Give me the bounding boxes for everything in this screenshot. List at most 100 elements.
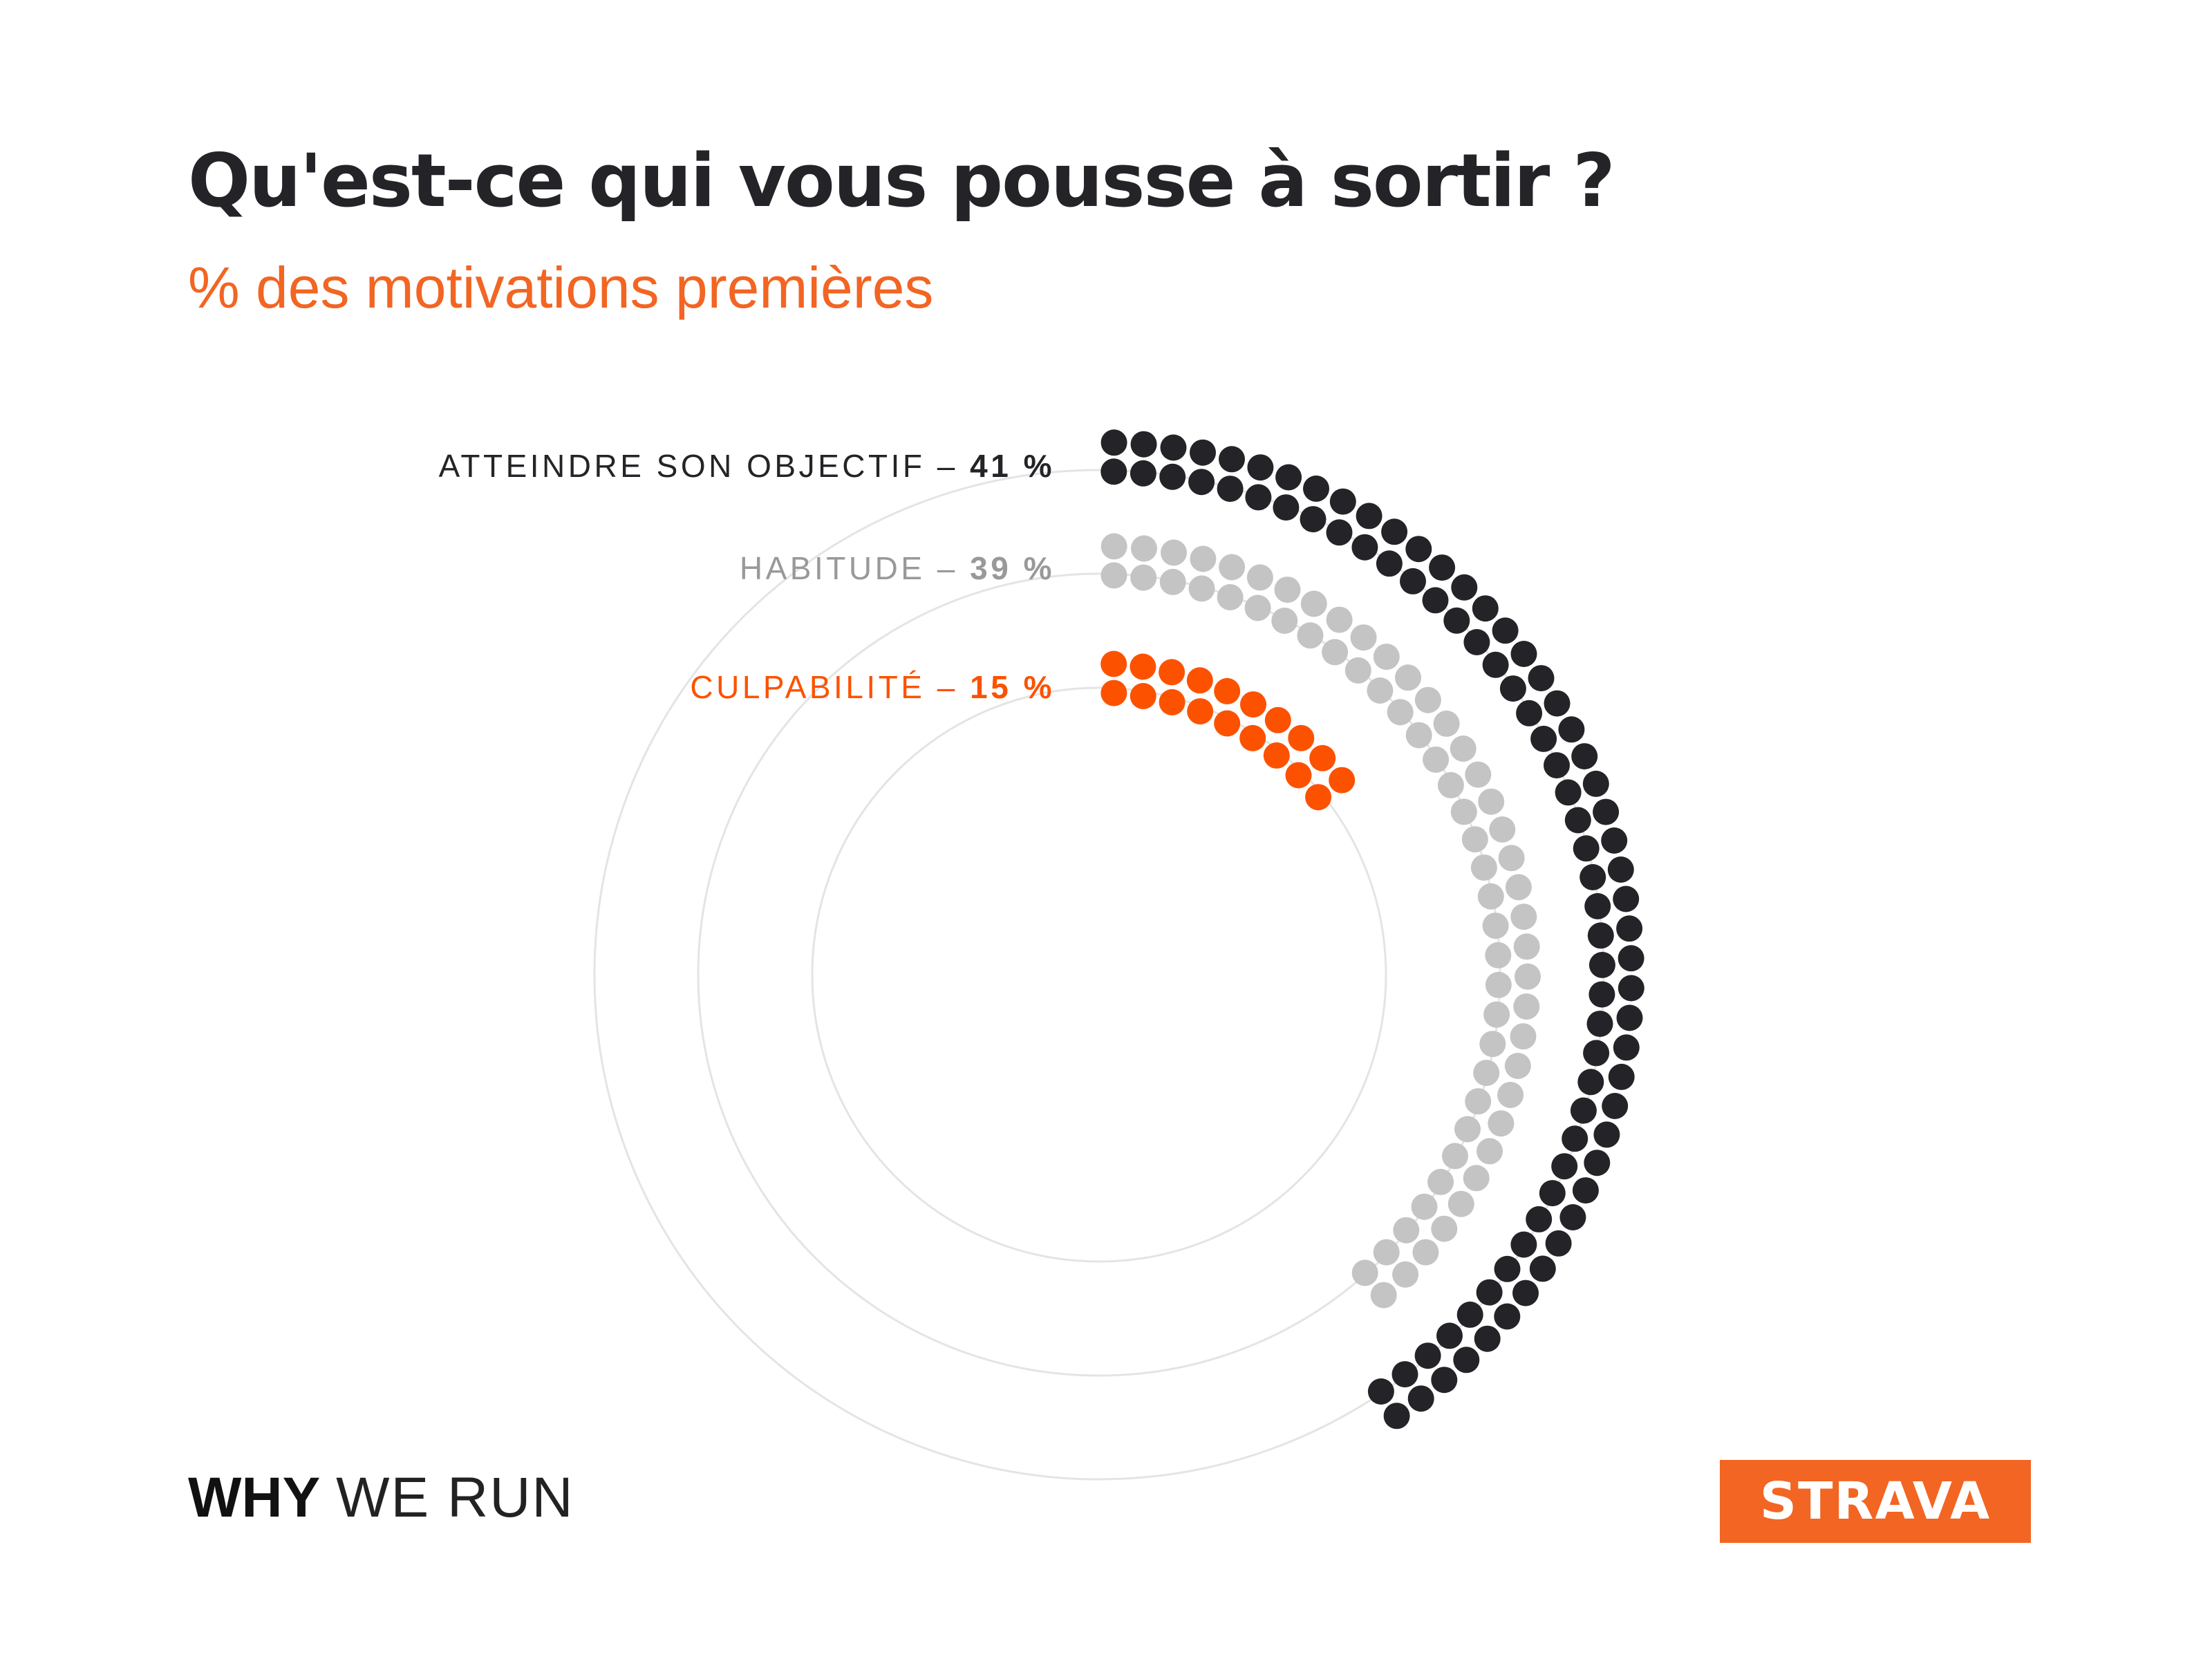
dot-series-1-row-1-23	[1479, 1031, 1506, 1058]
dot-series-0-row-0-12	[1429, 554, 1456, 581]
dot-series-1-row-1-11	[1387, 699, 1414, 726]
dot-series-0-row-1-19	[1544, 752, 1570, 779]
dot-series-1-row-0-1	[1131, 535, 1157, 562]
dot-series-0-row-0-9	[1356, 503, 1382, 529]
dot-series-0-row-0-21	[1582, 770, 1609, 797]
dot-series-2-row-1-0	[1100, 679, 1127, 706]
dot-series-2-row-0-1	[1130, 653, 1156, 680]
dot-series-2-row-0-3	[1186, 667, 1213, 694]
dot-series-0-row-1-39	[1456, 1301, 1483, 1328]
dot-series-1-row-0-13	[1433, 710, 1460, 737]
dot-series-1-row-0-25	[1504, 1053, 1531, 1079]
dot-series-0-row-1-37	[1494, 1255, 1521, 1282]
dot-series-0-row-0-45	[1383, 1403, 1410, 1430]
dot-series-1-row-1-27	[1442, 1143, 1468, 1170]
dot-series-1-row-0-32	[1412, 1239, 1439, 1266]
dot-series-0-row-1-9	[1351, 534, 1378, 561]
dot-series-1-row-1-13	[1423, 746, 1450, 773]
dot-series-0-row-0-1	[1130, 431, 1157, 458]
dot-series-1-row-0-31	[1431, 1215, 1458, 1242]
dot-series-0-row-1-12	[1422, 587, 1449, 614]
dot-series-1-row-1-18	[1477, 883, 1504, 910]
dot-series-0-row-0-30	[1613, 1034, 1640, 1061]
dot-series-2-row-1-8	[1305, 784, 1332, 811]
dot-series-1-row-1-0	[1100, 562, 1127, 589]
chart-subtitle: % des motivations premières	[188, 255, 934, 320]
dot-series-1-row-0-30	[1447, 1190, 1474, 1217]
chart-title: Qu'est-ce qui vous pousse à sortir ?	[188, 138, 1615, 223]
dot-series-2-row-0-4	[1214, 677, 1241, 704]
dot-series-2-row-1-7	[1285, 762, 1312, 789]
dot-series-0-row-0-16	[1510, 641, 1537, 667]
dot-series-0-row-0-19	[1558, 716, 1585, 743]
dot-series-0-row-1-10	[1376, 550, 1403, 577]
dot-series-1-row-0-5	[1246, 564, 1273, 591]
dot-series-1-row-1-30	[1393, 1217, 1420, 1244]
dot-series-0-row-0-10	[1381, 518, 1408, 545]
dot-series-0-row-1-43	[1367, 1378, 1394, 1405]
dot-series-2-row-1-4	[1214, 710, 1241, 737]
dot-series-0-row-0-32	[1602, 1093, 1629, 1119]
dot-series-1-row-0-34	[1370, 1282, 1397, 1309]
dot-series-1-row-0-17	[1489, 816, 1516, 843]
dot-series-2-row-1-2	[1159, 688, 1185, 715]
dot-series-2-row-1-3	[1187, 698, 1214, 725]
dot-series-1-row-1-8	[1322, 639, 1349, 666]
series-habitude	[1100, 533, 1541, 1309]
guide-ring-2	[811, 686, 1387, 1263]
dot-series-0-row-1-14	[1463, 629, 1490, 655]
dot-series-0-row-0-26	[1616, 915, 1643, 942]
dot-series-1-row-1-3	[1188, 575, 1215, 602]
dot-series-0-row-1-21	[1564, 807, 1591, 834]
dot-series-0-row-0-29	[1616, 1004, 1643, 1031]
dot-series-1-row-1-5	[1244, 594, 1271, 621]
dot-series-0-row-0-14	[1472, 595, 1499, 622]
dot-series-0-row-0-41	[1474, 1325, 1501, 1352]
dot-series-2-row-0-0	[1100, 650, 1127, 677]
dot-series-0-row-1-29	[1583, 1040, 1610, 1067]
dot-series-0-row-1-36	[1510, 1231, 1537, 1258]
dot-series-1-row-0-3	[1190, 545, 1217, 572]
dot-series-1-row-1-31	[1373, 1239, 1400, 1266]
dot-series-1-row-1-17	[1470, 854, 1497, 881]
dot-series-1-row-0-19	[1505, 874, 1532, 901]
dot-series-2-row-1-1	[1130, 683, 1156, 709]
dot-series-0-row-1-28	[1586, 1011, 1613, 1038]
dot-series-1-row-1-2	[1159, 568, 1186, 595]
dot-series-0-row-0-35	[1572, 1177, 1599, 1204]
dot-series-0-row-1-27	[1588, 981, 1615, 1008]
dot-series-1-row-0-27	[1488, 1110, 1515, 1137]
dot-series-0-row-0-23	[1601, 827, 1628, 854]
dot-series-0-row-1-40	[1436, 1322, 1463, 1349]
dot-series-0-row-0-22	[1593, 798, 1620, 825]
dot-series-1-row-0-9	[1350, 624, 1377, 651]
dot-series-0-row-1-13	[1443, 607, 1470, 634]
dot-series-1-row-1-20	[1485, 941, 1512, 968]
dot-series-0-row-0-15	[1492, 617, 1519, 644]
dot-series-0-row-1-8	[1326, 519, 1353, 546]
dot-series-1-row-0-18	[1498, 845, 1525, 872]
dot-series-0-row-0-24	[1607, 856, 1634, 883]
dot-series-0-row-0-42	[1453, 1347, 1480, 1374]
series-label-habitude: HABITUDE – 39 %	[740, 550, 1055, 586]
why-we-run-wordmark: WHY WE RUN	[188, 1465, 574, 1530]
dot-series-0-row-1-35	[1526, 1206, 1553, 1232]
dot-series-0-row-1-38	[1476, 1279, 1503, 1306]
dot-series-0-row-1-22	[1573, 835, 1600, 862]
dot-series-0-row-1-2	[1159, 463, 1186, 490]
dot-series-1-row-0-4	[1219, 554, 1246, 581]
dot-series-0-row-0-34	[1584, 1150, 1611, 1177]
dot-series-1-row-1-1	[1130, 564, 1157, 591]
dot-series-0-row-0-3	[1190, 439, 1216, 466]
series-label-culpabilite: CULPABILITÉ – 15 %	[690, 669, 1055, 705]
dot-series-0-row-0-44	[1407, 1385, 1434, 1412]
dot-series-1-row-0-2	[1161, 539, 1187, 566]
dot-series-0-row-1-15	[1482, 651, 1509, 678]
dot-series-0-row-1-3	[1188, 469, 1215, 496]
dot-series-1-row-1-16	[1461, 826, 1488, 853]
dot-series-0-row-1-4	[1217, 476, 1244, 503]
dot-series-0-row-1-42	[1391, 1361, 1418, 1388]
dot-series-0-row-1-26	[1588, 952, 1615, 978]
dot-series-2-row-0-6	[1264, 706, 1291, 733]
